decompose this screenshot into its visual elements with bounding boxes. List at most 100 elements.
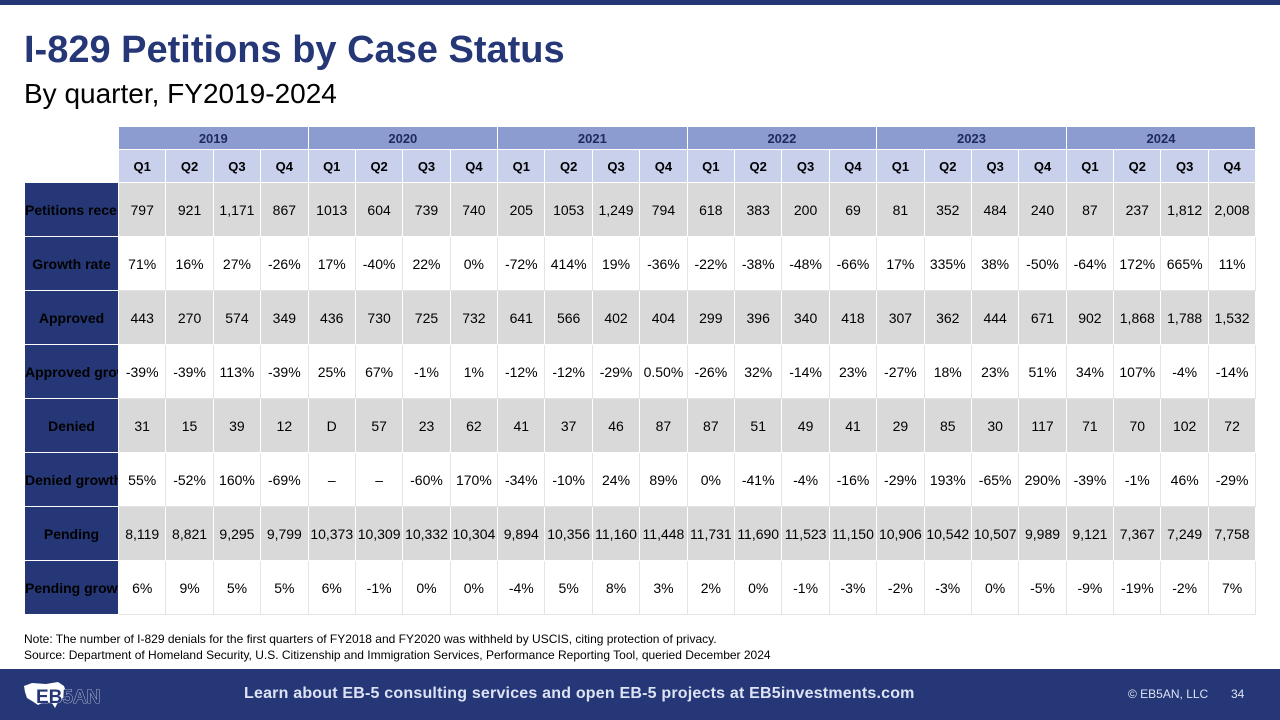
table-cell: -34% xyxy=(497,452,546,507)
table-cell: -12% xyxy=(544,344,593,399)
table-cell: 31 xyxy=(117,398,167,453)
row-label: Pending xyxy=(24,506,119,561)
quarter-header: Q4 xyxy=(449,149,499,183)
table-cell: 352 xyxy=(923,182,972,237)
table-cell: 5% xyxy=(212,560,262,615)
table-cell: 671 xyxy=(1018,290,1067,345)
table-cell: 10,542 xyxy=(923,506,972,561)
table-cell: 436 xyxy=(307,290,356,345)
table-cell: -50% xyxy=(1018,236,1067,291)
table-cell: 867 xyxy=(260,182,309,237)
table-cell: -1% xyxy=(354,560,404,615)
table-cell: 574 xyxy=(212,290,262,345)
table-cell: 46 xyxy=(591,398,641,453)
table-cell: 396 xyxy=(734,290,783,345)
table-cell: -66% xyxy=(828,236,878,291)
quarter-header: Q3 xyxy=(1160,149,1209,183)
table-cell: -2% xyxy=(876,560,925,615)
quarter-header: Q2 xyxy=(1113,149,1162,183)
table-cell: 732 xyxy=(449,290,499,345)
table-cell: 9,989 xyxy=(1018,506,1067,561)
quarter-header: Q2 xyxy=(734,149,783,183)
table-cell: 10,906 xyxy=(876,506,925,561)
table-cell: 0.50% xyxy=(639,344,688,399)
table-cell: -12% xyxy=(497,344,546,399)
table-cell: 0% xyxy=(449,236,499,291)
table-cell: 11,448 xyxy=(639,506,688,561)
table-cell: 6% xyxy=(117,560,167,615)
table-cell: -60% xyxy=(402,452,451,507)
table-cell: 404 xyxy=(639,290,688,345)
table-cell: -41% xyxy=(734,452,783,507)
footer-bar: EB5AN Learn about EB-5 consulting servic… xyxy=(0,669,1280,720)
table-cell: -72% xyxy=(497,236,546,291)
table-cell: 29 xyxy=(876,398,925,453)
table-cell: 9,799 xyxy=(260,506,309,561)
table-cell: 340 xyxy=(781,290,830,345)
table-cell: -48% xyxy=(781,236,830,291)
table-cell: 87 xyxy=(686,398,736,453)
table-cell: -39% xyxy=(165,344,214,399)
row-label: Pending growth rate xyxy=(24,560,119,615)
table-cell: 641 xyxy=(497,290,546,345)
table-cell: 10,507 xyxy=(970,506,1020,561)
table-cell: 62 xyxy=(449,398,499,453)
table-cell: 9,121 xyxy=(1065,506,1115,561)
table-cell: -10% xyxy=(544,452,593,507)
year-header: 2019 xyxy=(118,126,309,150)
table-cell: -39% xyxy=(117,344,167,399)
table-cell: 383 xyxy=(734,182,783,237)
table-cell: 38% xyxy=(970,236,1020,291)
eb5an-logo[interactable]: EB5AN xyxy=(22,676,112,712)
table-cell: 39 xyxy=(212,398,262,453)
table-cell: 0% xyxy=(402,560,451,615)
table-cell: 11,523 xyxy=(781,506,830,561)
table-cell: 1013 xyxy=(307,182,356,237)
table-cell: -4% xyxy=(497,560,546,615)
table-cell: 402 xyxy=(591,290,641,345)
table-cell: 10,373 xyxy=(307,506,356,561)
quarter-header-row: Q1 Q2 Q3 Q4 Q1 Q2 Q3 Q4 Q1 Q2 Q3 Q4 Q1 Q2 Q3 Q4 Q1 Q2 Q3 Q4… xyxy=(24,149,1257,183)
table-cell: 8,119 xyxy=(117,506,167,561)
footer-message: Learn about EB-5 consulting services and… xyxy=(244,685,915,702)
table-cell: -69% xyxy=(260,452,309,507)
table-cell: 41 xyxy=(497,398,546,453)
table-cell: 70 xyxy=(1113,398,1162,453)
table-cell: 172% xyxy=(1113,236,1162,291)
table-cell: -29% xyxy=(1207,452,1257,507)
table-cell: -1% xyxy=(402,344,451,399)
table-cell: 200 xyxy=(781,182,830,237)
table-cell: 1,812 xyxy=(1160,182,1209,237)
quarter-header: Q4 xyxy=(260,149,309,183)
table-cell: 85 xyxy=(923,398,972,453)
table-cell: -27% xyxy=(876,344,925,399)
table-cell: 87 xyxy=(1065,182,1115,237)
table-cell: -26% xyxy=(260,236,309,291)
table-cell: 349 xyxy=(260,290,309,345)
quarter-header: Q3 xyxy=(212,149,262,183)
table-cell: 443 xyxy=(117,290,167,345)
table-cell: 725 xyxy=(402,290,451,345)
table-cell: 51% xyxy=(1018,344,1067,399)
slide-subtitle: By quarter, FY2019-2024 xyxy=(24,78,337,109)
table-cell: 902 xyxy=(1065,290,1115,345)
table-cell: 444 xyxy=(970,290,1020,345)
copyright: © EB5AN, LLC xyxy=(1128,687,1209,701)
row-label: Growth rate xyxy=(24,236,119,291)
year-header-row: 2019 2020 2021 2022 2023 2024 xyxy=(24,126,1257,150)
table-cell: -26% xyxy=(686,344,736,399)
quarter-header: Q4 xyxy=(1018,149,1067,183)
table-cell: -1% xyxy=(781,560,830,615)
table-cell: 730 xyxy=(354,290,404,345)
table-cell: 46% xyxy=(1160,452,1209,507)
table-row: Denied 31 15 39 12 D 57 23 62 41 37 46 87 87 51 49 41 29 8… xyxy=(24,398,1257,453)
table-cell: 34% xyxy=(1065,344,1115,399)
row-label: Approved xyxy=(24,290,119,345)
table-cell: 113% xyxy=(212,344,262,399)
table-cell: -22% xyxy=(686,236,736,291)
table-cell: 1,788 xyxy=(1160,290,1209,345)
table-cell: 30 xyxy=(970,398,1020,453)
table-cell: 1,532 xyxy=(1207,290,1257,345)
table-cell: 270 xyxy=(165,290,214,345)
page-number: 34 xyxy=(1231,687,1245,701)
